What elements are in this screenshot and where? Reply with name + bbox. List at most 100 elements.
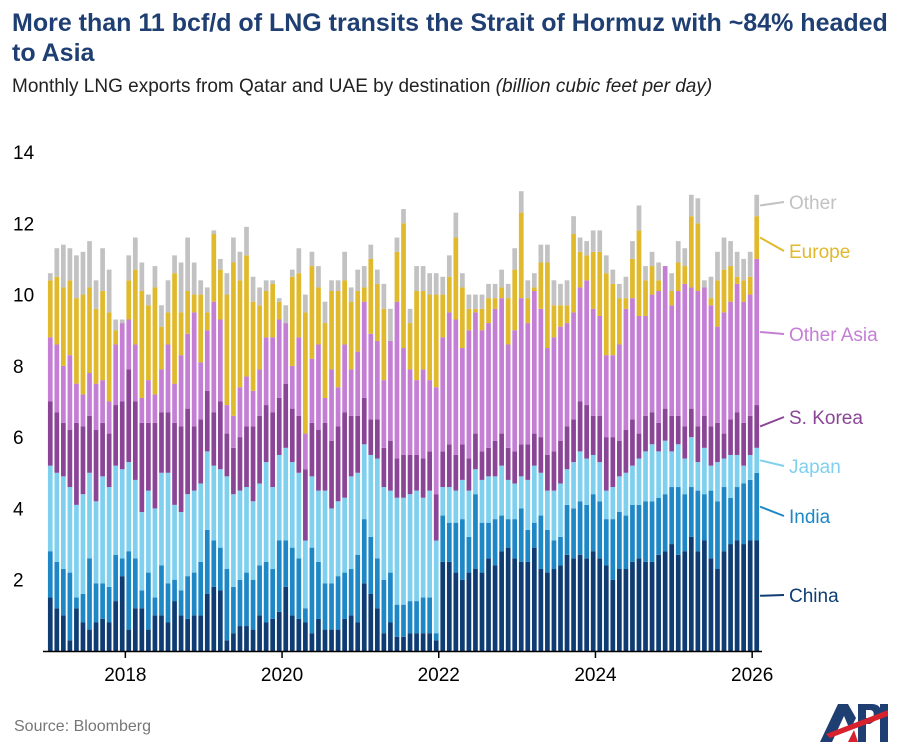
bar-segment-other-asia: [67, 355, 73, 431]
bar-segment-other-asia: [440, 337, 446, 452]
bar-segment-other-asia: [518, 298, 524, 445]
bar-segment-europe: [113, 330, 119, 345]
bar-segment-s-korea: [708, 426, 714, 466]
bar-segment-china: [388, 622, 393, 651]
bar-segment-s-korea: [518, 444, 524, 477]
legend-label-other: Other: [789, 193, 837, 214]
bar-segment-other-asia: [322, 397, 328, 423]
bar-segment-europe: [643, 280, 648, 316]
bar-segment-india: [178, 590, 184, 616]
bar-segment-europe: [198, 294, 204, 363]
bar-segment-s-korea: [597, 415, 603, 463]
bar-segment-india: [577, 501, 583, 555]
bar-segment-other-asia: [460, 348, 465, 445]
bar-segment-europe: [446, 276, 452, 313]
bar-segment-japan: [754, 447, 760, 473]
bar-segment-s-korea: [656, 422, 661, 452]
bar-segment-s-korea: [106, 433, 112, 488]
bar-segment-s-korea: [231, 447, 236, 495]
bar-segment-europe: [342, 280, 347, 345]
bar-segment-china: [571, 558, 576, 651]
bar-segment-other: [747, 251, 753, 277]
bar-segment-india: [538, 515, 544, 570]
bar-segment-china: [61, 615, 66, 651]
bar-segment-india: [316, 561, 321, 619]
bar-segment-europe: [270, 283, 276, 338]
bar-segment-other: [584, 241, 590, 256]
bar-segment-other: [518, 191, 524, 213]
bar-segment-s-korea: [368, 419, 374, 455]
bar-segment-s-korea: [237, 437, 243, 491]
bar-segment-japan: [257, 483, 262, 566]
bar-segment-japan: [139, 511, 145, 591]
bar-segment-other-asia: [368, 333, 374, 420]
bar-segment-other: [486, 283, 491, 299]
bar-segment-europe: [636, 230, 642, 316]
bar-segment-europe: [715, 280, 720, 327]
bar-segment-other: [87, 241, 92, 288]
bar-segment-china: [54, 608, 60, 651]
bar-segment-other: [427, 273, 433, 295]
bar-segment-japan: [394, 497, 400, 605]
bar-segment-s-korea: [512, 451, 518, 484]
bar-segment-other-asia: [126, 319, 132, 370]
bar-segment-europe: [374, 283, 380, 341]
bar-segment-japan: [67, 487, 73, 573]
bar-segment-china: [525, 561, 531, 651]
bar-segment-china: [577, 554, 583, 651]
bar-segment-other: [460, 273, 465, 288]
bar-segment-other-asia: [250, 390, 256, 427]
bar-segment-other-asia: [545, 348, 550, 455]
bar-segment-s-korea: [303, 469, 308, 541]
bar-segment-other: [126, 255, 132, 281]
bar-segment-europe: [682, 266, 688, 284]
bar-segment-japan: [525, 479, 531, 530]
bar-segment-other-asia: [564, 323, 570, 427]
bar-segment-china: [270, 618, 276, 651]
bar-segment-india: [460, 519, 465, 580]
bar-segment-india: [669, 487, 675, 545]
bar-segment-s-korea: [643, 415, 648, 452]
bar-segment-s-korea: [688, 408, 694, 438]
bar-segment-s-korea: [460, 444, 465, 480]
bar-segment-india: [531, 522, 537, 548]
bar-segment-other-asia: [702, 287, 707, 416]
bar-segment-other: [185, 237, 190, 291]
x-tick-label: 2018: [104, 665, 146, 686]
bar-segment-china: [486, 558, 491, 651]
bar-segment-s-korea: [577, 401, 583, 452]
bar-segment-europe: [257, 305, 262, 370]
bar-segment-other-asia: [728, 301, 733, 420]
bar-segment-other: [217, 258, 223, 270]
bar-segment-europe: [741, 280, 746, 302]
bar-segment-other-asia: [414, 380, 419, 455]
bar-segment-japan: [610, 487, 616, 520]
bar-segment-europe: [316, 287, 321, 345]
bar-segment-japan: [669, 451, 675, 488]
bar-segment-india: [126, 551, 132, 630]
bar-segment-china: [172, 601, 177, 651]
bar-segment-other-asia: [146, 380, 151, 423]
bar-segment-other: [492, 283, 498, 299]
bar-segment-s-korea: [394, 458, 400, 498]
y-axis-ticks: 2 4 6 8 10 12 14: [13, 143, 35, 592]
bar-segment-china: [67, 640, 73, 651]
bar-segment-europe: [486, 298, 491, 324]
bar-segment-china: [263, 622, 269, 651]
bar-segment-other: [289, 269, 295, 277]
bar-segment-china: [460, 579, 465, 651]
bar-segment-china: [643, 561, 648, 651]
bar-segment-europe: [728, 266, 733, 302]
bar-segment-japan: [695, 462, 701, 491]
bar-segment-europe: [590, 251, 596, 309]
bar-segment-s-korea: [636, 433, 642, 459]
bar-segment-india: [564, 504, 570, 555]
bar-segment-s-korea: [741, 422, 746, 466]
legend-connector-japan: [759, 459, 785, 467]
bar-segment-europe: [217, 269, 223, 320]
bar-segment-europe: [427, 294, 433, 381]
bar-segment-other-asia: [505, 344, 511, 448]
x-tick-label: 2022: [418, 665, 460, 686]
bar-segment-s-korea: [486, 447, 491, 477]
bar-segment-other-asia: [643, 315, 648, 416]
